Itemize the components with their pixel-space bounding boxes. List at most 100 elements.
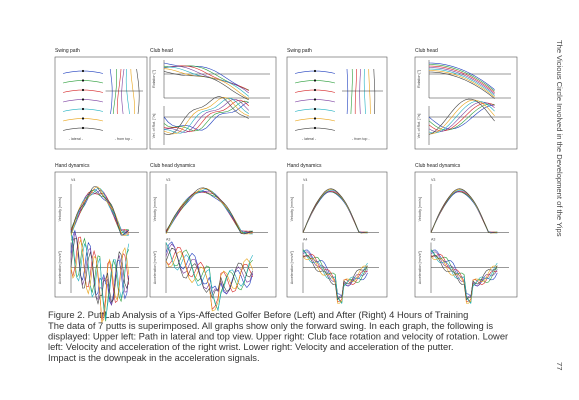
acceleration-trace [430, 254, 498, 301]
signal-label: V3 [431, 178, 435, 182]
impact-dot [81, 117, 85, 120]
rotation-trace [163, 71, 249, 101]
top-trace [373, 68, 376, 115]
rotation-velocity-trace [163, 95, 249, 136]
panel-title: Club head dynamics [415, 163, 461, 169]
top-trace [350, 68, 353, 115]
acceleration-trace [302, 249, 368, 304]
impact-dot [313, 69, 317, 73]
rotation-trace [163, 62, 249, 91]
velocity-trace [70, 191, 130, 233]
top-trace [363, 68, 366, 115]
impact-dot [81, 88, 85, 92]
panel-frame [54, 56, 148, 150]
signal-label: A3 [431, 238, 435, 242]
signal-label: V4 [303, 178, 307, 182]
rotation-velocity-trace [428, 103, 495, 131]
acceleration-trace [430, 251, 498, 298]
y-axis-label: Rotation [°] [417, 70, 421, 88]
y-axis-label: Velocity [mm/s] [58, 197, 62, 221]
acceleration-trace [302, 254, 368, 301]
acceleration-trace [302, 251, 368, 298]
rotation-trace [428, 64, 495, 92]
impact-dot [313, 117, 317, 120]
rotation-trace [428, 67, 495, 95]
running-header: The Vicious Circle Involved in the Devel… [555, 40, 564, 237]
y-axis-label: Velocity [mm/s] [418, 197, 422, 221]
y-axis-label: Acceleration [mm/s²] [58, 251, 62, 284]
acceleration-trace [302, 250, 368, 305]
rotation-velocity-trace [163, 100, 249, 132]
velocity-trace [165, 187, 253, 235]
panel-title: Hand dynamics [287, 163, 322, 169]
top-trace [109, 68, 113, 115]
top-trace [354, 68, 357, 114]
signal-label: V4 [71, 178, 75, 182]
rotation-velocity-trace [428, 100, 495, 134]
signal-label: A3 [166, 238, 170, 242]
y-axis-label: Velocity [mm/s] [153, 197, 157, 221]
panel-title: Club head [415, 48, 438, 54]
acceleration-trace [70, 231, 130, 322]
rotation-trace [428, 62, 495, 90]
rotation-velocity-trace [163, 96, 249, 135]
view-label: - lateral - [302, 137, 317, 141]
acceleration-trace [302, 256, 368, 304]
acceleration-trace [430, 250, 498, 305]
rotation-velocity-trace [428, 104, 495, 130]
page-number: 77 [555, 362, 564, 370]
impact-dot [81, 79, 85, 82]
impact-dot [313, 79, 317, 82]
signal-label: V3 [166, 178, 170, 182]
impact-dot [313, 88, 317, 92]
caption-title: Figure 2. PuttLab Analysis of a Yips-Aff… [48, 309, 468, 320]
acceleration-trace [430, 256, 498, 304]
caption-line: displayed: Upper left: Path in lateral a… [48, 331, 508, 342]
impact-dot [81, 69, 85, 73]
top-trace [130, 68, 135, 114]
velocity-trace [70, 186, 130, 236]
y-axis-label: Vel. of Rot. [°/s] [152, 114, 156, 139]
panel-frame [414, 56, 518, 150]
acceleration-trace [165, 242, 253, 312]
y-axis-label: Velocity [mm/s] [290, 197, 294, 221]
top-trace [125, 68, 130, 115]
rotation-trace [428, 68, 495, 96]
rotation-trace [163, 65, 249, 94]
acceleration-trace [165, 247, 253, 299]
acceleration-trace [165, 243, 253, 295]
rotation-velocity-trace [428, 102, 495, 132]
panel-frame [149, 56, 277, 150]
acceleration-trace [165, 242, 253, 312]
y-axis-label: Acceleration [mm/s²] [153, 251, 157, 284]
panel-frame [149, 171, 277, 298]
acceleration-trace [70, 238, 130, 324]
y-axis-label: Vel. of Rot. [°/s] [417, 114, 421, 139]
rotation-trace [428, 65, 495, 93]
acceleration-trace [430, 249, 498, 304]
rotation-velocity-trace [163, 98, 249, 134]
rotation-velocity-trace [163, 101, 249, 131]
panel-title: Swing path [287, 48, 312, 54]
velocity-trace [430, 188, 498, 234]
panel-frame [54, 171, 148, 298]
impact-dot [81, 98, 85, 101]
impact-dot [81, 126, 85, 130]
top-trace [346, 68, 349, 115]
view-label: - from top - [352, 137, 370, 141]
caption-line: The data of 7 putts is superimposed. All… [48, 320, 493, 331]
top-trace [368, 68, 371, 114]
impact-dot [313, 107, 317, 111]
y-axis-label: Acceleration [mm/s²] [290, 251, 294, 284]
panel-title: Club head dynamics [150, 163, 196, 169]
rotation-trace [428, 71, 495, 99]
y-axis-label: Rotation [°] [152, 70, 156, 88]
impact-dot [81, 107, 85, 111]
signal-label: A4 [303, 238, 307, 242]
velocity-trace [302, 188, 368, 234]
view-label: - lateral - [69, 137, 84, 141]
top-trace [116, 68, 122, 115]
panel-title: Swing path [55, 48, 80, 54]
